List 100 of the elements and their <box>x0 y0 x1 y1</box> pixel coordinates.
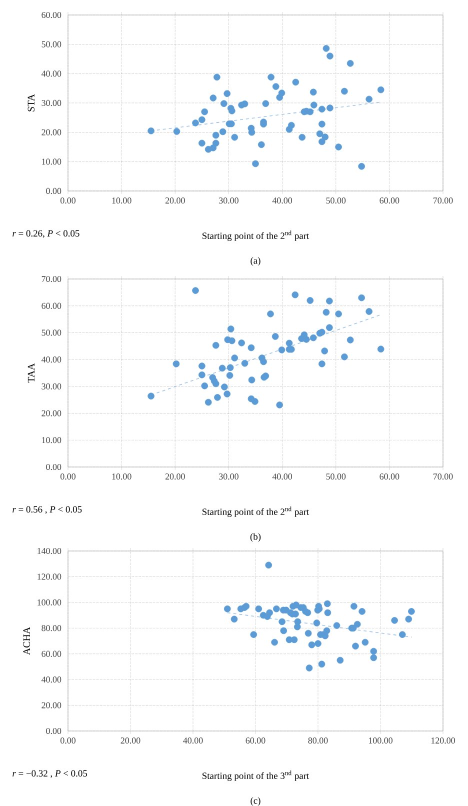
point <box>346 336 354 344</box>
point <box>210 94 217 102</box>
point <box>255 605 262 612</box>
point <box>260 358 267 366</box>
point <box>173 128 180 135</box>
y-tick-label: 120.00 <box>38 574 62 580</box>
point <box>321 348 328 354</box>
x-axis-title: Starting point of the 2$^{nd}$ part <box>202 506 310 517</box>
y-tick-label: 40.00 <box>41 676 62 683</box>
point <box>221 384 228 390</box>
point <box>377 346 384 352</box>
point <box>272 333 279 340</box>
point <box>324 600 331 608</box>
point <box>358 162 365 170</box>
y-tick-label: 20.00 <box>42 410 62 416</box>
y-tick-label: 20.00 <box>42 702 62 708</box>
point <box>306 297 314 304</box>
y-tick-label: 80.00 <box>42 625 62 632</box>
point <box>267 310 274 318</box>
point <box>224 90 231 97</box>
point <box>278 346 286 354</box>
point <box>219 128 226 136</box>
y-tick-label: 30.00 <box>42 383 62 390</box>
point <box>370 648 378 655</box>
point <box>214 394 221 401</box>
y-tick-label: 10.00 <box>42 437 62 444</box>
point <box>212 380 220 388</box>
x-tick-label: 60.00 <box>380 197 400 204</box>
point <box>268 74 274 81</box>
point <box>231 134 238 141</box>
y-tick-label: 30.00 <box>42 100 62 106</box>
point <box>326 298 333 304</box>
point <box>405 616 412 623</box>
point <box>212 132 220 139</box>
x-axis-title: Starting point of the 2$^{nd}$ part <box>202 230 310 241</box>
point <box>306 108 314 116</box>
point <box>350 602 358 610</box>
point <box>238 340 245 346</box>
point <box>370 654 378 662</box>
point <box>308 641 316 648</box>
y-axis-title: ACHA <box>23 626 30 656</box>
point <box>354 620 361 628</box>
point <box>346 60 354 67</box>
point <box>252 398 258 405</box>
y-tick-label: 60.00 <box>42 302 62 309</box>
x-tick-label: 50.00 <box>326 197 346 204</box>
point <box>271 638 278 646</box>
point <box>248 344 255 352</box>
point <box>358 294 365 302</box>
point <box>323 627 330 634</box>
point <box>304 630 312 637</box>
point <box>258 141 265 148</box>
y-tick-label: 0.00 <box>46 464 62 470</box>
point <box>322 45 330 52</box>
x-tick-label: 70.00 <box>434 197 453 204</box>
point <box>294 618 302 626</box>
y-tick-label: 100.00 <box>38 599 62 606</box>
point <box>148 127 154 134</box>
point <box>214 74 220 81</box>
point <box>198 371 206 378</box>
point <box>318 328 326 336</box>
y-tick-label: 20.00 <box>42 129 62 136</box>
point <box>298 134 306 141</box>
point <box>292 291 299 298</box>
point <box>228 108 236 114</box>
point <box>220 100 228 107</box>
point <box>324 609 332 616</box>
y-tick-label: 0.00 <box>46 188 62 194</box>
x-tick-label: 0.00 <box>60 738 76 744</box>
point <box>172 360 180 368</box>
point <box>310 102 318 108</box>
point <box>198 140 206 147</box>
point <box>204 398 212 406</box>
point <box>408 608 415 615</box>
point <box>280 627 288 634</box>
point <box>224 605 231 612</box>
y-tick-label: 50.00 <box>42 330 62 336</box>
point <box>262 100 270 107</box>
x-tick-label: 30.00 <box>219 197 238 204</box>
x-tick-label: 120.00 <box>431 738 455 744</box>
point <box>248 376 256 384</box>
point <box>228 337 236 344</box>
point <box>352 642 359 650</box>
point <box>241 360 248 367</box>
point <box>290 636 298 644</box>
x-tick-label: 10.00 <box>112 197 132 204</box>
point <box>318 360 326 368</box>
y-tick-label: 60.00 <box>42 650 62 657</box>
point <box>335 144 342 150</box>
x-tick-label: 0.00 <box>60 197 76 204</box>
x-tick-label: 80.00 <box>308 738 328 744</box>
point <box>398 631 406 638</box>
point <box>302 336 310 343</box>
point <box>273 605 280 612</box>
x-tick-label: 100.00 <box>368 738 392 744</box>
point <box>326 104 334 112</box>
point <box>192 287 199 294</box>
point <box>318 138 326 146</box>
point <box>322 308 330 316</box>
y-tick-label: 40.00 <box>41 70 62 77</box>
